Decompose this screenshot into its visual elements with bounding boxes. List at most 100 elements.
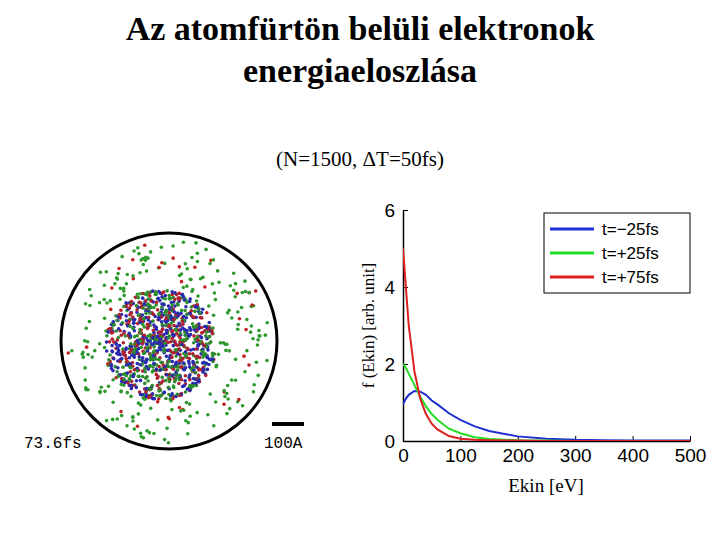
particle [105, 334, 109, 338]
particle [137, 252, 141, 256]
particle [158, 311, 162, 315]
particle [146, 327, 150, 331]
particle [192, 384, 196, 388]
particle [154, 373, 158, 377]
particle [111, 331, 115, 335]
particle [139, 379, 143, 383]
particle [116, 319, 120, 323]
particle [128, 319, 132, 323]
particle [201, 308, 205, 312]
particle [162, 391, 166, 395]
particle [156, 335, 160, 339]
particle [195, 324, 199, 328]
particle [167, 304, 171, 308]
particle [151, 336, 155, 340]
particle [121, 321, 125, 325]
particle [142, 263, 146, 267]
particle [183, 334, 187, 338]
particle [138, 321, 142, 325]
particle [203, 285, 207, 289]
particle [208, 392, 212, 396]
particle [155, 394, 159, 398]
particle [131, 315, 135, 319]
particle [251, 337, 255, 341]
particle [160, 245, 164, 249]
particle [169, 296, 173, 300]
particle [169, 340, 173, 344]
particle [109, 308, 113, 312]
particle [110, 286, 114, 290]
particle [132, 321, 136, 325]
particle [158, 394, 162, 398]
particle [116, 277, 120, 281]
particle [125, 360, 129, 364]
particle [149, 407, 153, 411]
particle [205, 311, 209, 315]
particle [158, 394, 162, 398]
particle [238, 317, 242, 321]
particle [247, 291, 251, 295]
tick-label: 0 [384, 431, 395, 452]
particle [145, 358, 149, 362]
particle [178, 406, 182, 410]
particle [84, 388, 88, 392]
legend-swatch [550, 228, 594, 231]
particle [137, 355, 141, 359]
particle [200, 316, 204, 320]
particle [149, 250, 153, 254]
particle [111, 356, 115, 360]
particle [146, 297, 150, 301]
particle [136, 296, 140, 300]
particle [240, 291, 244, 295]
particle [148, 431, 152, 435]
particle [165, 355, 169, 359]
particle [157, 290, 161, 294]
particle [188, 373, 192, 377]
particle [160, 376, 164, 380]
particle [70, 349, 74, 353]
particle [146, 348, 150, 352]
particle [102, 298, 106, 302]
particle [154, 357, 158, 361]
particle [164, 309, 168, 313]
particle [146, 323, 150, 327]
particle [136, 424, 140, 428]
particle [197, 374, 201, 378]
particle [157, 318, 161, 322]
particle [167, 386, 171, 390]
particle [162, 290, 166, 294]
tick-label: 400 [617, 445, 649, 466]
particle [170, 355, 174, 359]
particle [224, 343, 228, 347]
particle [212, 424, 216, 428]
particle [130, 300, 134, 304]
particle [166, 365, 170, 369]
particle [194, 305, 198, 309]
particle [124, 346, 128, 350]
tick-label: 500 [675, 445, 707, 466]
particle [247, 363, 251, 367]
particle [217, 353, 221, 357]
particle [156, 308, 160, 312]
particle [131, 258, 135, 262]
particle [178, 332, 182, 336]
particle [146, 379, 150, 383]
particle [202, 344, 206, 348]
particle [155, 363, 159, 367]
particle [122, 305, 126, 309]
particle [158, 337, 162, 341]
particle [107, 358, 111, 362]
scale-bar [272, 422, 304, 426]
particle [194, 241, 198, 245]
particle [189, 305, 193, 309]
particle [162, 303, 166, 307]
particle [105, 419, 109, 423]
particle [177, 291, 181, 295]
particle [66, 351, 70, 355]
particle [83, 339, 87, 343]
particle [141, 356, 145, 360]
particle [188, 414, 192, 418]
particle [216, 269, 220, 273]
particle [171, 256, 175, 260]
time-label: 73.6fs [24, 435, 82, 453]
